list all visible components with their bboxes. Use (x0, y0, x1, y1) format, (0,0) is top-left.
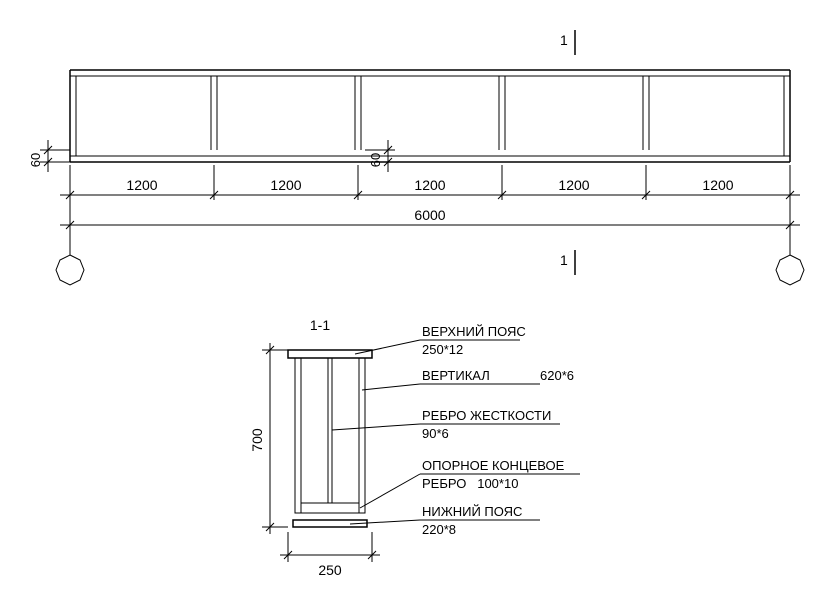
dim-total: 6000 (60, 207, 800, 229)
seg2: 1200 (270, 177, 301, 193)
elevation-view: 60 60 1200 (28, 30, 804, 285)
label-end-rib: ОПОРНОЕ КОНЦЕВОЕ РЕБРО 100*10 (360, 458, 580, 508)
dim-700: 700 (249, 343, 288, 534)
dim-60-left: 60 (28, 140, 70, 172)
seg1: 1200 (126, 177, 157, 193)
lbl-stf-name: РЕБРО ЖЕСТКОСТИ (422, 408, 551, 423)
lbl-bot-name: НИЖНИЙ ПОЯС (422, 504, 522, 519)
support-right (776, 230, 804, 285)
section-mark-top-num: 1 (560, 32, 568, 48)
section-mark-bot-num: 1 (560, 252, 568, 268)
section-mark-top: 1 (560, 30, 575, 55)
seg4: 1200 (558, 177, 589, 193)
lbl-vert-name: ВЕРТИКАЛ (422, 368, 490, 383)
lbl-end-name: ОПОРНОЕ КОНЦЕВОЕ (422, 458, 565, 473)
total-span: 6000 (414, 207, 445, 223)
lbl-end-size: 100*10 (477, 476, 518, 491)
lbl-top-name: ВЕРХНИЙ ПОЯС (422, 324, 526, 339)
dim-250-val: 250 (318, 562, 342, 578)
label-vertical: ВЕРТИКАЛ 620*6 (362, 368, 574, 390)
drawing: 60 60 1200 (0, 0, 829, 611)
section-mark-bot: 1 (560, 250, 575, 275)
stiffeners (211, 76, 649, 150)
svg-text:РЕБРО 100*10: РЕБРО 100*10 (422, 476, 518, 491)
lbl-top-size: 250*12 (422, 342, 463, 357)
label-top-flange: ВЕРХНИЙ ПОЯС 250*12 (355, 324, 526, 357)
dim-250: 250 (280, 532, 380, 578)
section-view: 1-1 700 250 (249, 317, 580, 578)
lbl-end-name2: РЕБРО (422, 476, 466, 491)
dim-60-mid-val: 60 (368, 153, 383, 167)
dim-60-left-val: 60 (28, 153, 43, 167)
seg5: 1200 (702, 177, 733, 193)
label-stiffener: РЕБРО ЖЕСТКОСТИ 90*6 (332, 408, 560, 441)
lbl-vert-size: 620*6 (540, 368, 574, 383)
seg3: 1200 (414, 177, 445, 193)
support-left (56, 230, 84, 285)
label-bot-flange: НИЖНИЙ ПОЯС 220*8 (350, 504, 540, 537)
lbl-bot-size: 220*8 (422, 522, 456, 537)
dim-700-val: 700 (249, 428, 265, 452)
section-title: 1-1 (310, 317, 330, 333)
lbl-stf-size: 90*6 (422, 426, 449, 441)
